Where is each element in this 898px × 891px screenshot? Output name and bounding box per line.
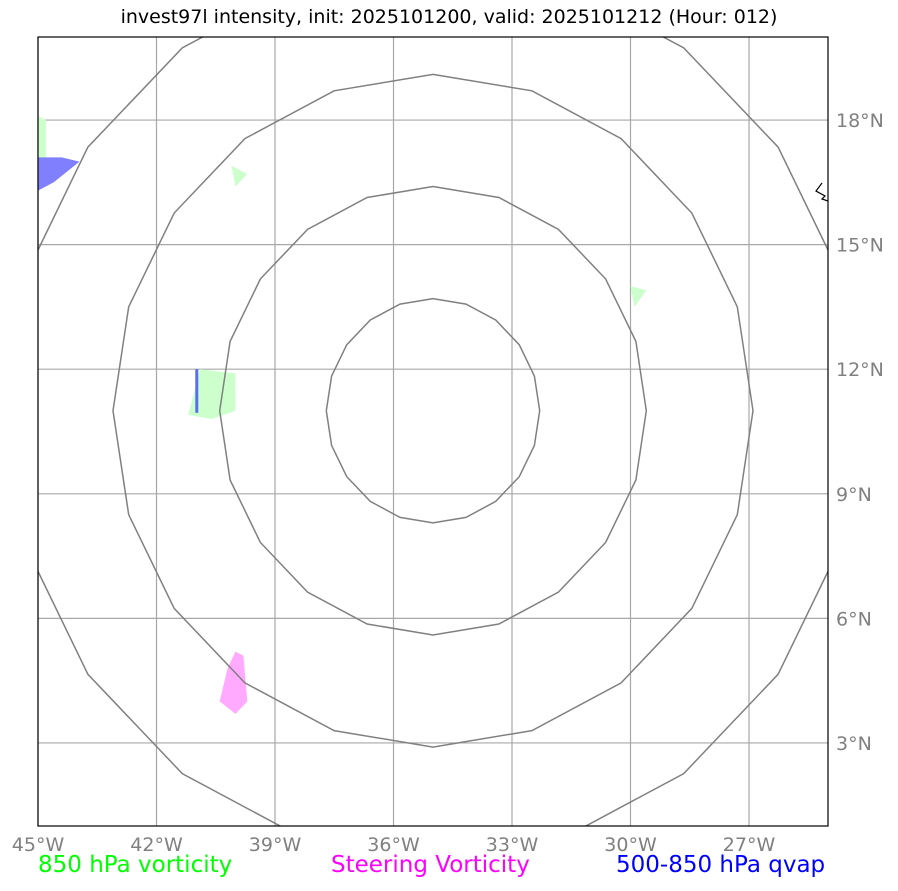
range-rings xyxy=(38,37,828,826)
range-ring xyxy=(325,297,541,524)
lat-tick-label: 18°N xyxy=(836,110,884,132)
gridlines xyxy=(37,37,828,826)
field-region xyxy=(38,157,80,191)
lat-tick-label: 12°N xyxy=(836,359,884,381)
field-region xyxy=(188,369,236,419)
field-region xyxy=(231,165,248,187)
map-title: invest97l intensity, init: 2025101200, v… xyxy=(120,6,778,28)
lon-tick-label: 27°W xyxy=(723,834,776,856)
lon-tick-label: 33°W xyxy=(486,834,539,856)
legend-850-vorticity: 850 hPa vorticity xyxy=(38,852,233,878)
latitude-labels: 3°N 6°N 9°N 12°N 15°N 18°N xyxy=(836,110,884,755)
lon-tick-label: 42°W xyxy=(130,834,183,856)
longitude-labels: 45°W 42°W 39°W 36°W 33°W 30°W 27°W xyxy=(12,834,776,856)
lat-tick-label: 3°N xyxy=(836,733,872,755)
field-region xyxy=(38,115,46,166)
coastline-fragment xyxy=(815,182,828,202)
shaded-fields xyxy=(38,115,647,714)
legend-qvap: 500-850 hPa qvap xyxy=(616,852,826,878)
lat-tick-label: 6°N xyxy=(836,608,872,630)
range-ring xyxy=(218,185,648,636)
lat-tick-label: 15°N xyxy=(836,235,884,257)
coastline xyxy=(815,182,828,202)
range-ring xyxy=(112,73,754,748)
lat-tick-label: 9°N xyxy=(836,484,872,506)
lon-tick-label: 39°W xyxy=(249,834,302,856)
lon-tick-label: 45°W xyxy=(12,834,65,856)
field-region xyxy=(219,651,248,714)
range-ring xyxy=(38,37,828,826)
field-region xyxy=(630,286,647,307)
map-frame xyxy=(37,36,829,827)
legend-steering-vorticity: Steering Vorticity xyxy=(331,852,530,878)
lon-tick-label: 30°W xyxy=(604,834,657,856)
lon-tick-label: 36°W xyxy=(367,834,420,856)
